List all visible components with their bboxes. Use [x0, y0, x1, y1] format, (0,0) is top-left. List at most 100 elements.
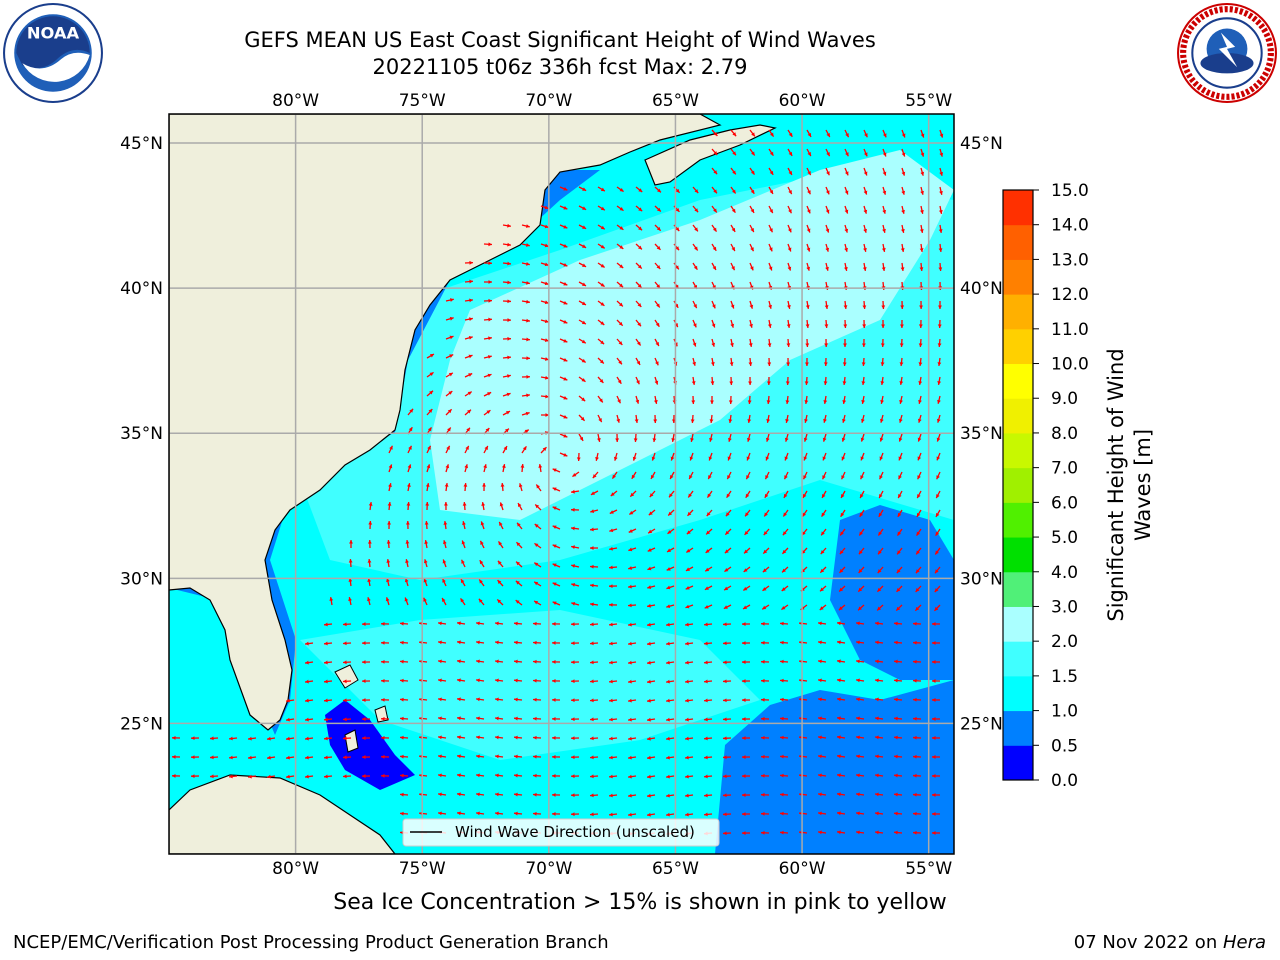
wave-arrow-head: [514, 640, 518, 645]
wave-arrow-head: [533, 621, 537, 626]
wave-arrow-head: [769, 228, 773, 233]
wave-arrow-head: [628, 566, 633, 570]
footer-date-text: 07 Nov 2022 on: [1073, 932, 1223, 953]
wave-arrow-head: [563, 395, 568, 400]
wave-arrow-head: [666, 660, 670, 665]
sea-ice-footnote: Sea Ice Concentration > 15% is shown in …: [333, 890, 947, 915]
wave-arrow-head: [762, 568, 767, 573]
wave-arrow-head: [516, 561, 520, 566]
lon-label-bottom: 80°W: [272, 859, 319, 879]
wave-arrow-head: [788, 132, 793, 137]
wave-arrow-head: [544, 224, 549, 229]
wave-arrow-head: [898, 418, 903, 423]
land-bahamas: [334, 664, 389, 753]
wave-arrow-head: [818, 811, 822, 816]
wave-arrow-head: [882, 209, 887, 214]
wave-arrow-head: [730, 342, 734, 347]
wave-arrow-head: [609, 812, 613, 817]
wave-arrow-head: [806, 266, 811, 271]
wave-arrow-head: [666, 679, 670, 684]
wave-arrow-head: [618, 341, 623, 345]
wave-arrow-head: [685, 755, 689, 760]
wave-arrow-head: [349, 540, 353, 544]
wave-arrow-head: [400, 811, 404, 816]
wave-arrow-head: [783, 493, 788, 498]
wave-arrow-head: [628, 698, 632, 703]
wave-arrow-head: [495, 659, 499, 664]
wave-arrow-head: [932, 698, 936, 702]
wave-arrow-head: [425, 502, 430, 506]
wave-arrow-head: [938, 305, 942, 309]
wave-arrow-head: [842, 362, 847, 366]
wave-arrow-head: [305, 698, 309, 703]
wave-arrow-head: [191, 736, 195, 741]
wave-arrow-head: [571, 717, 575, 722]
wave-arrow-head: [438, 659, 442, 664]
wave-arrow-head: [571, 641, 575, 646]
wave-arrow-head: [768, 266, 773, 271]
wave-arrow-head: [863, 247, 867, 252]
colorbar-frame: [1002, 189, 1034, 781]
wave-arrow-head: [826, 133, 830, 138]
wave-arrow-head: [286, 755, 290, 760]
lon-label-top: 65°W: [652, 91, 699, 111]
wave-arrow-head: [381, 640, 385, 645]
wave-arrow-head: [751, 151, 755, 156]
lon-label-bottom: 70°W: [525, 859, 572, 879]
wave-arrow-head: [709, 419, 714, 423]
wave-arrow-head: [802, 493, 807, 498]
wave-arrow-head: [841, 437, 846, 442]
wave-arrow-head: [552, 601, 557, 606]
wave-arrow-head: [514, 754, 518, 759]
wave-arrow-head: [742, 812, 746, 816]
wave-arrow-head: [424, 521, 429, 525]
wave-arrow-head: [468, 354, 473, 359]
wave-arrow-head: [362, 660, 366, 664]
wave-arrow-head: [229, 755, 233, 760]
wave-arrow-head: [343, 717, 347, 722]
wave-arrow-head: [723, 679, 727, 684]
wave-arrow-head: [917, 475, 921, 480]
wave-arrow-head: [807, 132, 812, 137]
wave-arrow-head: [822, 456, 827, 461]
wave-arrow-head: [368, 502, 373, 506]
wave-arrow-head: [619, 226, 624, 230]
wave-arrow-head: [899, 399, 903, 404]
wave-arrow-head: [590, 491, 595, 495]
wave-arrow-head: [381, 735, 385, 740]
wave-arrow-head: [743, 586, 748, 591]
wave-arrow-head: [899, 362, 904, 366]
colorbar-tick-label: 11.0: [1051, 320, 1089, 340]
wave-arrow-head: [686, 548, 691, 553]
wave-arrow-head: [389, 445, 393, 450]
wave-arrow-head: [428, 409, 433, 413]
wave-arrow-head: [875, 640, 879, 645]
wave-arrow-head: [656, 303, 660, 308]
wave-arrow-head: [582, 206, 587, 210]
wave-arrow-head: [651, 456, 656, 461]
wave-arrow-head: [507, 242, 511, 247]
wave-arrow-head: [675, 207, 680, 212]
wave-arrow-head: [723, 774, 727, 779]
wave-arrow-head: [400, 716, 404, 721]
wave-arrow-head: [690, 437, 694, 442]
wave-arrow-head: [666, 812, 670, 817]
wave-arrow-head: [743, 568, 748, 572]
wave-arrow-head: [713, 132, 718, 136]
wave-arrow-head: [859, 512, 864, 517]
wave-arrow-head: [666, 774, 670, 779]
wave-arrow-head: [856, 830, 860, 835]
wave-arrow-head: [694, 227, 698, 232]
wave-arrow-head: [685, 736, 689, 741]
wave-arrow-head: [881, 248, 886, 252]
wave-arrow-head: [856, 754, 860, 759]
wave-arrow-head: [324, 736, 328, 741]
wave-arrow-head: [750, 247, 754, 252]
wave-arrow-head: [785, 400, 790, 404]
wave-arrow-head: [324, 774, 328, 779]
wave-arrow-head: [856, 792, 860, 797]
wave-arrow-head: [761, 811, 765, 816]
wave-arrow-head: [844, 209, 849, 214]
wave-arrow-head: [637, 264, 642, 269]
wave-arrow-head: [505, 428, 509, 433]
